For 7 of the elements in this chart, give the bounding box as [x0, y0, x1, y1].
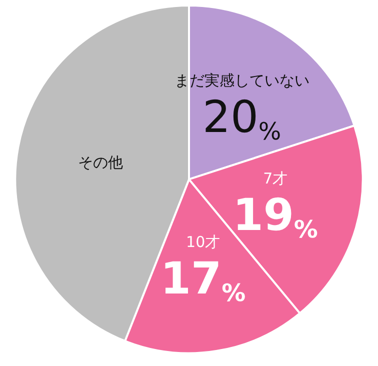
data-label: 20% — [202, 92, 282, 146]
data-label: 19% — [232, 190, 318, 244]
slice-label: その他 — [78, 153, 124, 172]
slice-label: まだ実感していない — [174, 72, 310, 90]
data-label: 17% — [160, 254, 246, 308]
slice-label: 10才 — [186, 233, 220, 252]
slice-label: 7才 — [263, 169, 288, 188]
